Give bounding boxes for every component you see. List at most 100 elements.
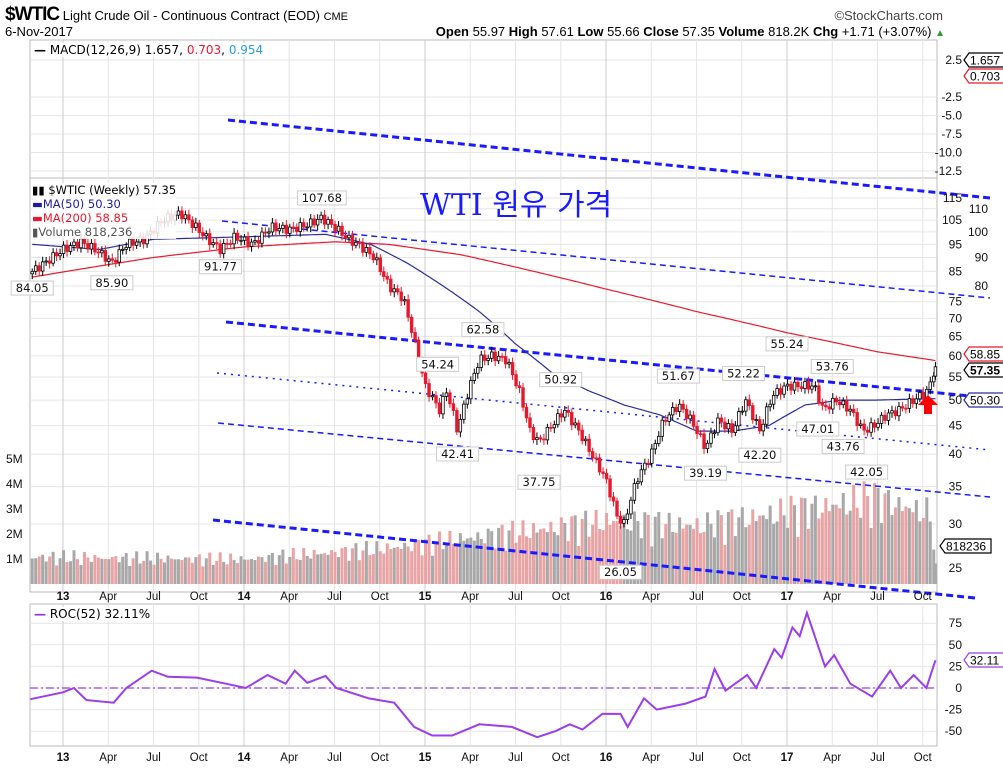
- volume-bar: [156, 552, 160, 584]
- candle-body: [698, 433, 703, 436]
- trend-line: [221, 220, 991, 299]
- close-value: 57.35: [682, 24, 715, 39]
- annotation-box: [845, 464, 889, 480]
- candle-body: [674, 407, 678, 412]
- roc-line: [30, 609, 937, 739]
- ma50-badge: 50.30: [970, 394, 1000, 408]
- volume-bar: [584, 510, 588, 584]
- volume-axis-label: 4M: [6, 477, 23, 491]
- volume-bar: [149, 560, 153, 584]
- candle-body: [493, 351, 497, 362]
- candle-body: [597, 457, 602, 473]
- candle-body: [107, 258, 111, 262]
- candle-body: [604, 473, 609, 480]
- time-axis-label: Oct: [371, 591, 390, 603]
- candle-body: [281, 224, 285, 229]
- volume-bar: [605, 513, 609, 584]
- volume-bar: [838, 508, 842, 584]
- volume-bar: [173, 559, 177, 584]
- volume-bar: [612, 521, 616, 584]
- candle-body: [709, 432, 713, 444]
- volume-bar: [726, 511, 730, 584]
- candle-body: [897, 406, 901, 417]
- volume-bar: [420, 555, 424, 584]
- volume-axis-label: 5M: [6, 452, 23, 466]
- candle-body: [510, 362, 515, 376]
- volume-bar: [504, 550, 508, 584]
- annotation-label: 42.41: [441, 447, 474, 461]
- open-label: Open: [435, 24, 469, 39]
- time-axis-label: Apr: [642, 752, 660, 764]
- time-axis-label: Apr: [823, 591, 841, 603]
- time-axis-label: Jul: [870, 752, 885, 764]
- candle-body: [570, 411, 574, 426]
- candle-body: [402, 299, 407, 302]
- volume-bar: [483, 543, 487, 584]
- macd-histogram: 0.954: [228, 43, 264, 57]
- volume-bar: [364, 541, 368, 584]
- volume-bar: [765, 519, 769, 584]
- annotation-box: [810, 358, 854, 374]
- candle-body: [677, 403, 682, 412]
- volume-bar: [886, 490, 890, 584]
- candle-body: [517, 385, 522, 389]
- candle-body: [608, 478, 612, 498]
- volume-bar: [528, 538, 532, 584]
- volume-bar: [86, 557, 90, 584]
- volume-bar: [598, 528, 602, 584]
- candle-body: [845, 400, 849, 412]
- candle-body: [392, 288, 396, 293]
- volume-bar: [319, 553, 323, 584]
- roc-line: [30, 609, 937, 739]
- price-axis-label: 35: [949, 480, 963, 494]
- volume-bar: [250, 559, 254, 584]
- volume-bar: [96, 557, 100, 584]
- moving-averages: [32, 233, 936, 432]
- annotation-label: 43.76: [827, 439, 860, 453]
- candle-body: [423, 372, 428, 384]
- price-axis-label: 115: [943, 191, 962, 205]
- time-axis-label: 14: [238, 591, 251, 603]
- volume-bar: [653, 516, 657, 584]
- volume-bar: [218, 552, 222, 584]
- candle-body: [437, 402, 442, 415]
- annotation-label: 42.05: [850, 465, 883, 479]
- annotation-label: 62.58: [466, 323, 499, 337]
- candle-body: [347, 234, 351, 239]
- volume-bar: [692, 529, 696, 584]
- time-axis-label: Jul: [508, 591, 523, 603]
- volume-bar: [681, 528, 685, 584]
- volume-bar: [323, 553, 327, 584]
- volume-bar: [260, 557, 264, 584]
- volume-bar: [524, 536, 528, 584]
- candle-body: [650, 448, 654, 464]
- volume-bar: [841, 493, 845, 584]
- exchange: CME: [323, 11, 349, 23]
- roc-axis-label: -25: [945, 703, 963, 717]
- time-axis-label: Oct: [914, 591, 933, 603]
- time-axis-label: Oct: [733, 752, 752, 764]
- candle-body: [601, 471, 605, 474]
- volume-bar: [361, 550, 365, 584]
- candle-body: [681, 403, 685, 410]
- candle-body: [343, 235, 348, 239]
- volume-bar: [699, 533, 703, 584]
- candle-body: [503, 356, 508, 365]
- macd-signal: 0.703: [186, 43, 222, 57]
- candle-body: [315, 218, 320, 226]
- volume-bar: [737, 517, 741, 584]
- volume-bar: [705, 512, 709, 584]
- candle-body: [37, 265, 41, 272]
- roc-label: ROC(52) 32.11%: [49, 607, 151, 621]
- volume-bar: [37, 556, 41, 584]
- volume-bar: [135, 551, 139, 584]
- volume-bar: [399, 548, 403, 584]
- annotation-box: [684, 465, 728, 481]
- time-axis-label: Oct: [190, 591, 209, 603]
- time-axis-label: Oct: [552, 591, 571, 603]
- price-axis-label: 85: [949, 264, 963, 278]
- candle-body: [340, 225, 344, 236]
- candle-body: [730, 423, 734, 433]
- brand-link[interactable]: ©StockCharts.com: [834, 8, 943, 23]
- candle-body: [326, 219, 330, 225]
